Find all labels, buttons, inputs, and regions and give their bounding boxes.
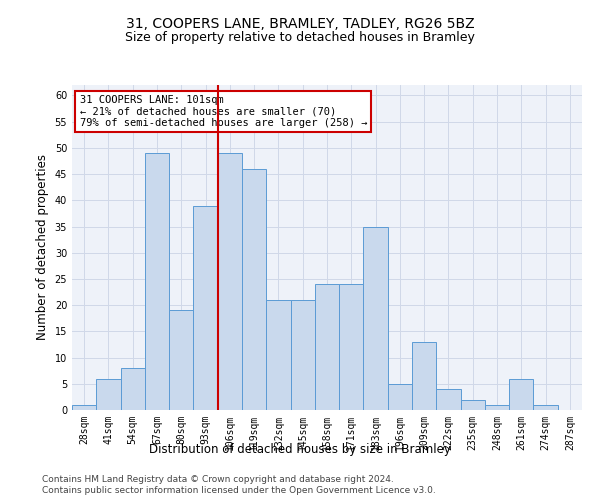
Y-axis label: Number of detached properties: Number of detached properties <box>36 154 49 340</box>
Bar <box>485 405 509 410</box>
Bar <box>364 226 388 410</box>
Bar <box>218 153 242 410</box>
Text: 31, COOPERS LANE, BRAMLEY, TADLEY, RG26 5BZ: 31, COOPERS LANE, BRAMLEY, TADLEY, RG26 … <box>125 18 475 32</box>
Bar <box>266 300 290 410</box>
Bar <box>193 206 218 410</box>
Text: Size of property relative to detached houses in Bramley: Size of property relative to detached ho… <box>125 31 475 44</box>
Bar <box>388 384 412 410</box>
Bar <box>145 153 169 410</box>
Bar <box>242 169 266 410</box>
Bar <box>412 342 436 410</box>
Bar <box>169 310 193 410</box>
Text: 31 COOPERS LANE: 101sqm
← 21% of detached houses are smaller (70)
79% of semi-de: 31 COOPERS LANE: 101sqm ← 21% of detache… <box>80 94 367 128</box>
Bar <box>121 368 145 410</box>
Text: Contains public sector information licensed under the Open Government Licence v3: Contains public sector information licen… <box>42 486 436 495</box>
Bar <box>436 389 461 410</box>
Text: Contains HM Land Registry data © Crown copyright and database right 2024.: Contains HM Land Registry data © Crown c… <box>42 475 394 484</box>
Bar <box>461 400 485 410</box>
Bar <box>96 378 121 410</box>
Bar <box>533 405 558 410</box>
Bar <box>339 284 364 410</box>
Bar <box>315 284 339 410</box>
Bar <box>290 300 315 410</box>
Bar <box>72 405 96 410</box>
Bar <box>509 378 533 410</box>
Text: Distribution of detached houses by size in Bramley: Distribution of detached houses by size … <box>149 442 451 456</box>
